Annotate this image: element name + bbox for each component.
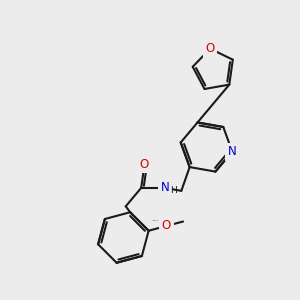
Text: O: O <box>140 158 149 171</box>
Text: O: O <box>206 42 215 55</box>
Text: H: H <box>170 186 177 195</box>
Text: N: N <box>228 145 237 158</box>
Text: N: N <box>160 182 169 194</box>
Text: O: O <box>162 220 171 232</box>
Text: methoxy: methoxy <box>153 219 159 220</box>
